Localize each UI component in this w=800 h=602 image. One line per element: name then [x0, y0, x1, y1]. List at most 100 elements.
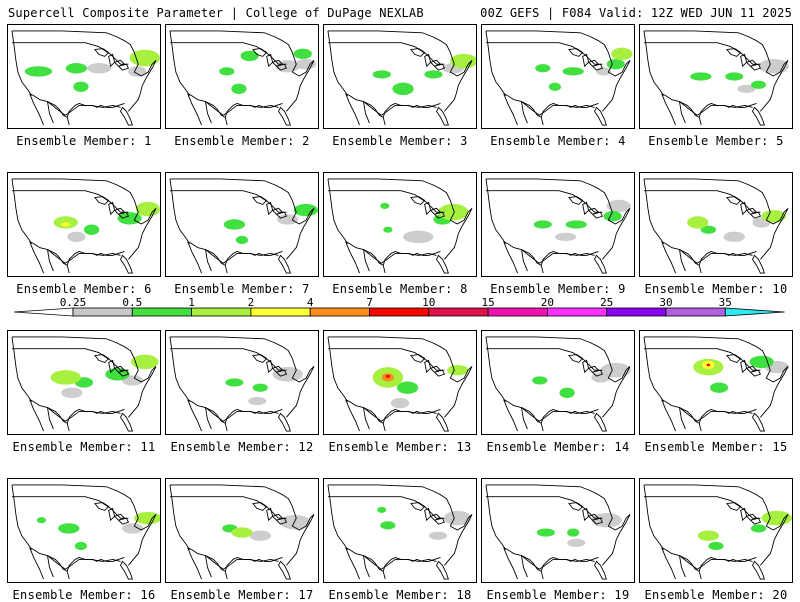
scp-contour [293, 48, 312, 60]
gulf-coast [363, 249, 437, 264]
us-map [169, 178, 318, 274]
canada-border [643, 496, 761, 519]
ensemble-map-panel [323, 478, 477, 583]
scp-contour [248, 396, 267, 406]
great-lakes [568, 48, 604, 71]
ensemble-map-panel [165, 478, 319, 583]
canada-border [11, 348, 129, 371]
us-map [643, 484, 792, 580]
great-lakes [410, 502, 446, 525]
us-map [327, 336, 473, 432]
us-map [169, 336, 315, 432]
scp-contour [231, 83, 247, 95]
us-coastline [485, 484, 631, 572]
mexico-outline [503, 241, 544, 274]
florida [752, 560, 765, 580]
us-coastline [11, 484, 157, 572]
scp-contour [403, 230, 434, 244]
mexico-outline [29, 399, 70, 432]
west-coast [11, 336, 33, 402]
scp-contour [554, 232, 577, 241]
scp-contour [603, 211, 622, 222]
scp-contour [606, 199, 631, 213]
scp-contour [562, 67, 584, 76]
mexico-outline [345, 93, 386, 126]
scp-contour [65, 63, 88, 74]
canada-border [327, 42, 445, 65]
canada-border [327, 496, 445, 519]
scp-contour [87, 63, 112, 74]
scp-contour [536, 528, 555, 537]
us-map [11, 178, 160, 274]
us-coastline [169, 484, 315, 572]
colorbar-tick-label: 7 [366, 296, 373, 309]
west-coast [485, 484, 507, 550]
scp-contour [723, 231, 745, 243]
member-label: Ensemble Member: 9 [490, 282, 626, 296]
canada-border [485, 42, 603, 65]
canada-border [169, 348, 287, 371]
gulf-coast [679, 407, 753, 422]
colorbar-segment [131, 307, 193, 317]
canada-border [327, 190, 445, 213]
florida [120, 560, 133, 580]
scp-contour [240, 50, 259, 62]
great-lakes [252, 48, 288, 71]
great-lakes [94, 354, 130, 377]
florida [752, 254, 765, 274]
mexico-outline [345, 547, 386, 580]
member-label: Ensemble Member: 19 [486, 588, 630, 602]
us-map [327, 178, 473, 274]
member-label: Ensemble Member: 6 [16, 282, 152, 296]
scp-contour [535, 64, 551, 73]
us-coastline [327, 336, 473, 424]
scp-contour [567, 538, 586, 547]
great-lakes [252, 196, 288, 219]
scp-contour [533, 220, 552, 229]
us-map [643, 30, 789, 126]
colorbar-left-cap [13, 307, 74, 317]
colorbar-tick-label: 4 [307, 296, 314, 309]
colorbar-svg: 0.25 0.5 1 2 4 7 10 15 20 25 30 35 [13, 296, 785, 317]
scp-contour [532, 376, 548, 385]
west-coast [643, 336, 665, 402]
west-coast [643, 178, 665, 244]
great-lakes [726, 196, 762, 219]
scp-contour [380, 202, 390, 210]
us-coastline [643, 336, 789, 424]
mexico-outline [187, 93, 228, 126]
mexico-outline [345, 241, 386, 274]
gulf-coast [521, 101, 595, 116]
florida [752, 106, 765, 126]
great-lakes [568, 196, 604, 219]
scp-contour [424, 70, 443, 79]
member-label: Ensemble Member: 17 [170, 588, 314, 602]
scp-contour [750, 524, 767, 533]
scp-contour [61, 387, 83, 398]
member-label: Ensemble Member: 13 [328, 440, 472, 454]
us-map [485, 30, 633, 126]
us-map [11, 30, 160, 126]
scp-contour [697, 530, 720, 541]
mexico-outline [661, 93, 702, 126]
ensemble-map-panel [165, 330, 319, 435]
mexico-outline [29, 241, 70, 274]
gulf-coast [205, 407, 279, 422]
gulf-coast [205, 249, 279, 264]
colorbar-segment [72, 307, 133, 317]
colorbar-tick-label: 35 [719, 296, 732, 309]
gulf-coast [679, 249, 753, 264]
scp-contour [219, 67, 235, 76]
florida [278, 412, 291, 432]
canada-border [485, 348, 603, 371]
gulf-coast [205, 555, 279, 570]
member-label: Ensemble Member: 20 [644, 588, 788, 602]
florida [594, 560, 607, 580]
scp-contour [276, 214, 299, 225]
canada-border [169, 496, 287, 519]
scp-contour [372, 70, 391, 79]
scp-contour [606, 58, 625, 70]
scp-contour [444, 510, 472, 526]
scp-contour [725, 72, 744, 81]
colorbar: 0.25 0.5 1 2 4 7 10 15 20 25 30 35 [0, 296, 800, 320]
